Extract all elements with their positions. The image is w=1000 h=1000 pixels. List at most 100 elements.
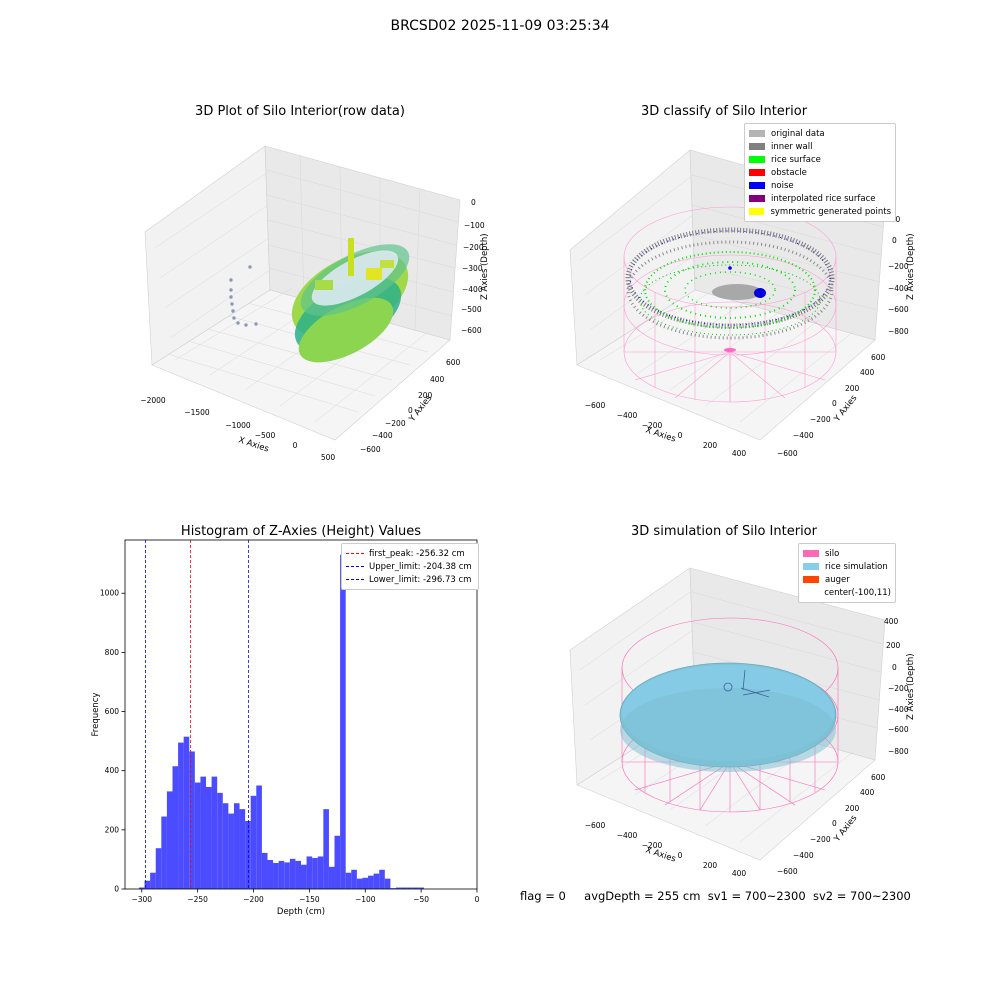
histogram-bar <box>178 742 184 889</box>
simulation-ytick: 200 <box>845 804 860 813</box>
histogram-bar <box>183 736 190 889</box>
simulation-3d-plot[interactable]: −600 −400 −200 0 200 400 600 400 200 0 −… <box>555 550 925 880</box>
histogram-legend: first_peak: -256.32 cm Upper_limit: -204… <box>341 543 479 590</box>
classify-plot-title: 3D classify of Silo Interior <box>640 104 808 119</box>
raw-point-cloud <box>229 238 410 363</box>
histogram-bar <box>239 809 246 889</box>
classify-point-cloud <box>625 227 835 352</box>
legend-item-first-peak: first_peak: -256.32 cm <box>346 547 474 560</box>
classify-ytick: −600 <box>777 449 798 458</box>
legend-label: noise <box>771 180 794 191</box>
y-tick-label: 200 <box>105 825 120 834</box>
histogram-bar <box>345 872 352 889</box>
classify-3d-plot[interactable]: −600 −400 −200 0 200 400 600 400 200 0 −… <box>555 130 925 470</box>
legend-item-silo: silo <box>803 547 891 560</box>
raw-ytick: −200 <box>385 419 406 428</box>
classify-xtick: −600 <box>585 401 606 410</box>
histogram-bar <box>295 860 301 889</box>
raw-ztick: −400 <box>462 285 483 294</box>
y-tick-label: 1000 <box>100 589 119 598</box>
classify-silo-wireframe <box>623 206 837 403</box>
status-avg-depth: avgDepth = 255 cm <box>584 889 701 903</box>
raw-ytick: 600 <box>446 358 461 367</box>
legend-line <box>346 579 364 580</box>
legend-item-rice-simulation: rice simulation <box>803 560 891 573</box>
histogram-y-ticks: 0 200 400 600 800 1000 <box>100 589 125 894</box>
simulation-ytick: 600 <box>871 773 886 782</box>
y-tick-label: 400 <box>105 766 120 775</box>
simulation-ytick: 400 <box>860 788 875 797</box>
histogram-bar <box>340 554 346 889</box>
classify-zlabel: Z Axies (Depth) <box>906 233 916 300</box>
legend-item-upper-limit: Upper_limit: -204.38 cm <box>346 560 474 573</box>
legend-label: auger <box>825 574 850 585</box>
raw-xtick: 0 <box>293 441 298 450</box>
simulation-xtick: −400 <box>617 831 638 840</box>
simulation-xtick: −600 <box>585 821 606 830</box>
histogram-bar <box>211 776 218 889</box>
histogram-vlines <box>145 540 250 889</box>
histogram-bar <box>379 869 385 889</box>
classify-xtick: 200 <box>703 441 718 450</box>
raw-ztick: −300 <box>462 264 483 273</box>
figure-title: BRCSD02 2025-11-09 03:25:34 <box>390 18 610 34</box>
status-flag: flag = 0 <box>520 889 566 903</box>
histogram-bar <box>278 860 285 889</box>
simulation-xtick: 400 <box>732 869 747 878</box>
classify-xtick: 0 <box>678 431 683 440</box>
histogram-axes-frame <box>124 539 478 890</box>
simulation-ylabel: Y Axies <box>832 813 860 845</box>
legend-item-lower-limit: Lower_limit: -296.73 cm <box>346 573 474 586</box>
legend-swatch <box>749 195 765 202</box>
legend-label: obstacle <box>771 167 807 178</box>
raw-ztick: −500 <box>461 305 482 314</box>
histogram-chart[interactable]: −300 −250 −200 −150 −100 −50 0 0 200 400 600 800 10… <box>60 530 500 920</box>
raw-ztick: 0 <box>471 198 476 207</box>
histogram-bar <box>362 877 369 889</box>
simulation-ztick: −600 <box>888 725 909 734</box>
legend-item-obstacle: obstacle <box>749 166 891 179</box>
legend-label: silo <box>825 548 840 559</box>
histogram-bar <box>407 887 413 889</box>
classify-ztick: 0 <box>892 236 897 245</box>
raw-xtick: −2000 <box>140 396 166 405</box>
simulation-ztick: −800 <box>888 747 909 756</box>
legend-item-rice-surface: rice surface <box>749 153 891 166</box>
legend-swatch <box>803 550 819 557</box>
histogram-bar <box>250 795 257 889</box>
histogram-bar <box>228 813 234 889</box>
legend-swatch <box>803 589 818 596</box>
legend-swatch <box>803 576 819 583</box>
raw-ytick: −600 <box>360 445 381 454</box>
classify-ytick: 600 <box>871 353 886 362</box>
classify-ztick: −600 <box>888 305 909 314</box>
simulation-ztick: 400 <box>884 617 899 626</box>
classify-ytick: 200 <box>845 384 860 393</box>
raw-ztick: −100 <box>464 221 485 230</box>
histogram-bar <box>161 816 167 889</box>
auger-model <box>723 669 771 698</box>
raw-3d-plot[interactable]: −2000 −1500 −1000 −500 0 500 600 400 200… <box>130 130 490 470</box>
classify-ytick: −200 <box>810 415 831 424</box>
histogram-bar <box>138 887 145 889</box>
simulation-ztick: −400 <box>888 705 909 714</box>
x-tick-label: −250 <box>187 895 208 904</box>
raw-ztick: −600 <box>461 326 482 335</box>
raw-ztick: −200 <box>463 243 484 252</box>
simulation-ytick: 0 <box>832 819 837 828</box>
raw-ytick: −400 <box>372 431 393 440</box>
histogram-x-ticks: −300 −250 −200 −150 −100 −50 0 <box>131 889 480 904</box>
status-line: flag = 0 avgDepth = 255 cm sv1 = 700~230… <box>520 889 911 903</box>
simulation-zlabel: Z Axies (Depth) <box>906 653 916 720</box>
classify-ztick: −200 <box>888 262 909 271</box>
classify-ztick: −400 <box>888 284 909 293</box>
histogram-title: Histogram of Z-Axies (Height) Values <box>180 524 422 539</box>
legend-swatch <box>749 182 765 189</box>
histogram-bar <box>261 852 268 889</box>
legend-label: inner wall <box>771 141 813 152</box>
histogram-bar <box>317 856 324 889</box>
legend-swatch <box>749 130 765 137</box>
classify-xtick: −200 <box>642 421 663 430</box>
histogram-bar <box>373 873 380 889</box>
raw-ytick: 0 <box>408 406 413 415</box>
